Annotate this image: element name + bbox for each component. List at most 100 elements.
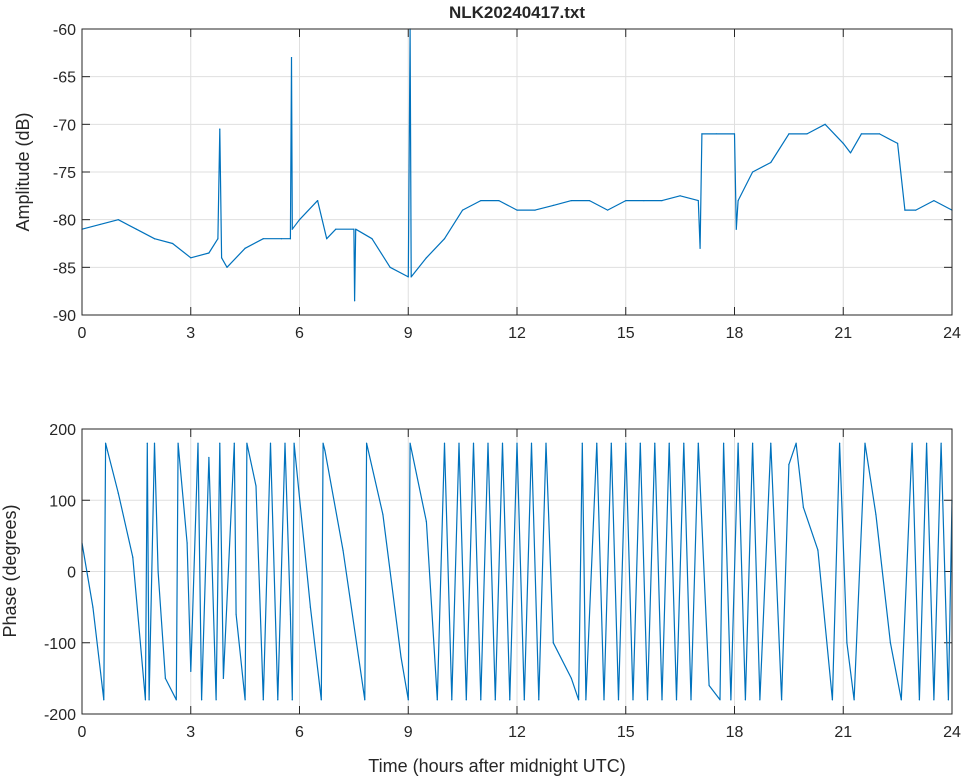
- data-point: [846, 642, 848, 644]
- x-tick-label: 15: [617, 724, 635, 741]
- x-tick-label: 21: [834, 724, 852, 741]
- axes-frame: [81, 428, 953, 715]
- data-point: [849, 152, 852, 154]
- data-point: [317, 200, 319, 202]
- data-point: [715, 133, 717, 135]
- phase-y-label: Phase (degrees): [0, 504, 20, 637]
- data-point: [770, 161, 772, 164]
- data-point: [639, 442, 641, 444]
- data-point: [186, 542, 188, 544]
- data-point: [117, 492, 119, 494]
- data-point: [864, 442, 866, 444]
- y-tick-label: 100: [49, 493, 76, 510]
- data-point: [436, 699, 438, 701]
- data-point: [480, 699, 482, 701]
- data-point: [298, 219, 301, 221]
- data-point: [661, 200, 663, 202]
- data-point: [900, 699, 902, 701]
- data-point: [904, 209, 906, 211]
- y-tick-label: -90: [53, 308, 76, 325]
- data-point: [831, 699, 833, 701]
- x-tick-label: 18: [726, 724, 744, 741]
- data-point: [382, 513, 384, 516]
- data-point: [353, 228, 355, 230]
- data-point: [289, 613, 292, 615]
- data-point: [177, 442, 179, 444]
- data-point: [632, 699, 634, 701]
- data-point: [802, 506, 804, 508]
- x-tick-label: 18: [726, 325, 744, 342]
- data-point: [940, 442, 942, 444]
- data-point: [607, 209, 609, 211]
- data-point: [596, 442, 598, 444]
- data-point: [190, 257, 192, 259]
- phase-series-line: [81, 442, 953, 701]
- data-point: [523, 699, 525, 701]
- data-point: [291, 699, 293, 701]
- data-point: [255, 485, 257, 487]
- data-point: [509, 699, 511, 701]
- data-point: [284, 442, 286, 444]
- data-point: [581, 442, 583, 444]
- data-point: [735, 228, 737, 230]
- data-point: [788, 133, 790, 135]
- phase-axes: 0 3 6 9 12 15 18 21 24 200 100 0 -100 -200: [44, 422, 961, 741]
- x-tick-label: 24: [943, 724, 961, 741]
- y-tick-label: -60: [53, 22, 76, 39]
- data-point: [947, 699, 949, 701]
- y-tick-label: -75: [53, 165, 76, 182]
- x-axis-label: Time (hours after midnight UTC): [368, 756, 625, 776]
- data-point: [585, 699, 587, 701]
- data-point: [824, 123, 826, 125]
- data-point: [153, 442, 156, 444]
- x-tick-label: 3: [186, 325, 195, 342]
- x-tick-label: 9: [404, 325, 413, 342]
- data-point: [752, 442, 754, 444]
- data-point: [326, 238, 328, 240]
- data-point: [668, 442, 670, 444]
- data-point: [132, 556, 134, 558]
- y-tick-label: 200: [49, 422, 76, 439]
- data-point: [744, 699, 746, 701]
- data-point: [269, 442, 272, 444]
- x-tick-label: 24: [943, 325, 961, 342]
- data-point: [410, 276, 412, 278]
- data-point: [262, 238, 264, 240]
- data-point: [708, 684, 710, 687]
- data-point: [244, 247, 246, 249]
- data-point: [146, 442, 148, 444]
- data-point: [625, 200, 627, 202]
- x-tick-label: 21: [834, 325, 852, 342]
- data-point: [733, 133, 736, 135]
- data-point: [215, 699, 217, 701]
- y-tick-label: -200: [44, 707, 76, 724]
- data-point: [552, 642, 554, 644]
- data-point: [730, 699, 732, 701]
- data-point: [817, 549, 819, 551]
- data-point: [842, 142, 844, 144]
- data-point: [530, 442, 533, 444]
- data-point: [407, 699, 409, 701]
- data-point: [570, 677, 572, 679]
- data-point: [603, 699, 605, 701]
- amplitude-axes: 0 3 6 9 12 15 18 21 24 -60 -65 -70 -75 -80 -85 -90: [53, 22, 961, 342]
- data-point: [578, 699, 580, 701]
- data-point: [770, 442, 772, 444]
- data-point: [291, 228, 293, 230]
- data-point: [610, 442, 612, 444]
- data-point: [354, 300, 356, 302]
- x-tick-label: 9: [404, 724, 413, 741]
- data-point: [197, 442, 199, 444]
- data-point: [244, 699, 246, 701]
- data-point: [462, 209, 464, 211]
- data-point: [106, 449, 108, 451]
- data-point: [219, 442, 221, 444]
- data-point: [661, 699, 663, 701]
- data-point: [889, 642, 891, 644]
- data-point: [148, 699, 150, 701]
- x-tick-label: 0: [78, 325, 87, 342]
- data-point: [342, 549, 344, 551]
- data-point: [654, 442, 656, 444]
- data-point: [588, 200, 591, 202]
